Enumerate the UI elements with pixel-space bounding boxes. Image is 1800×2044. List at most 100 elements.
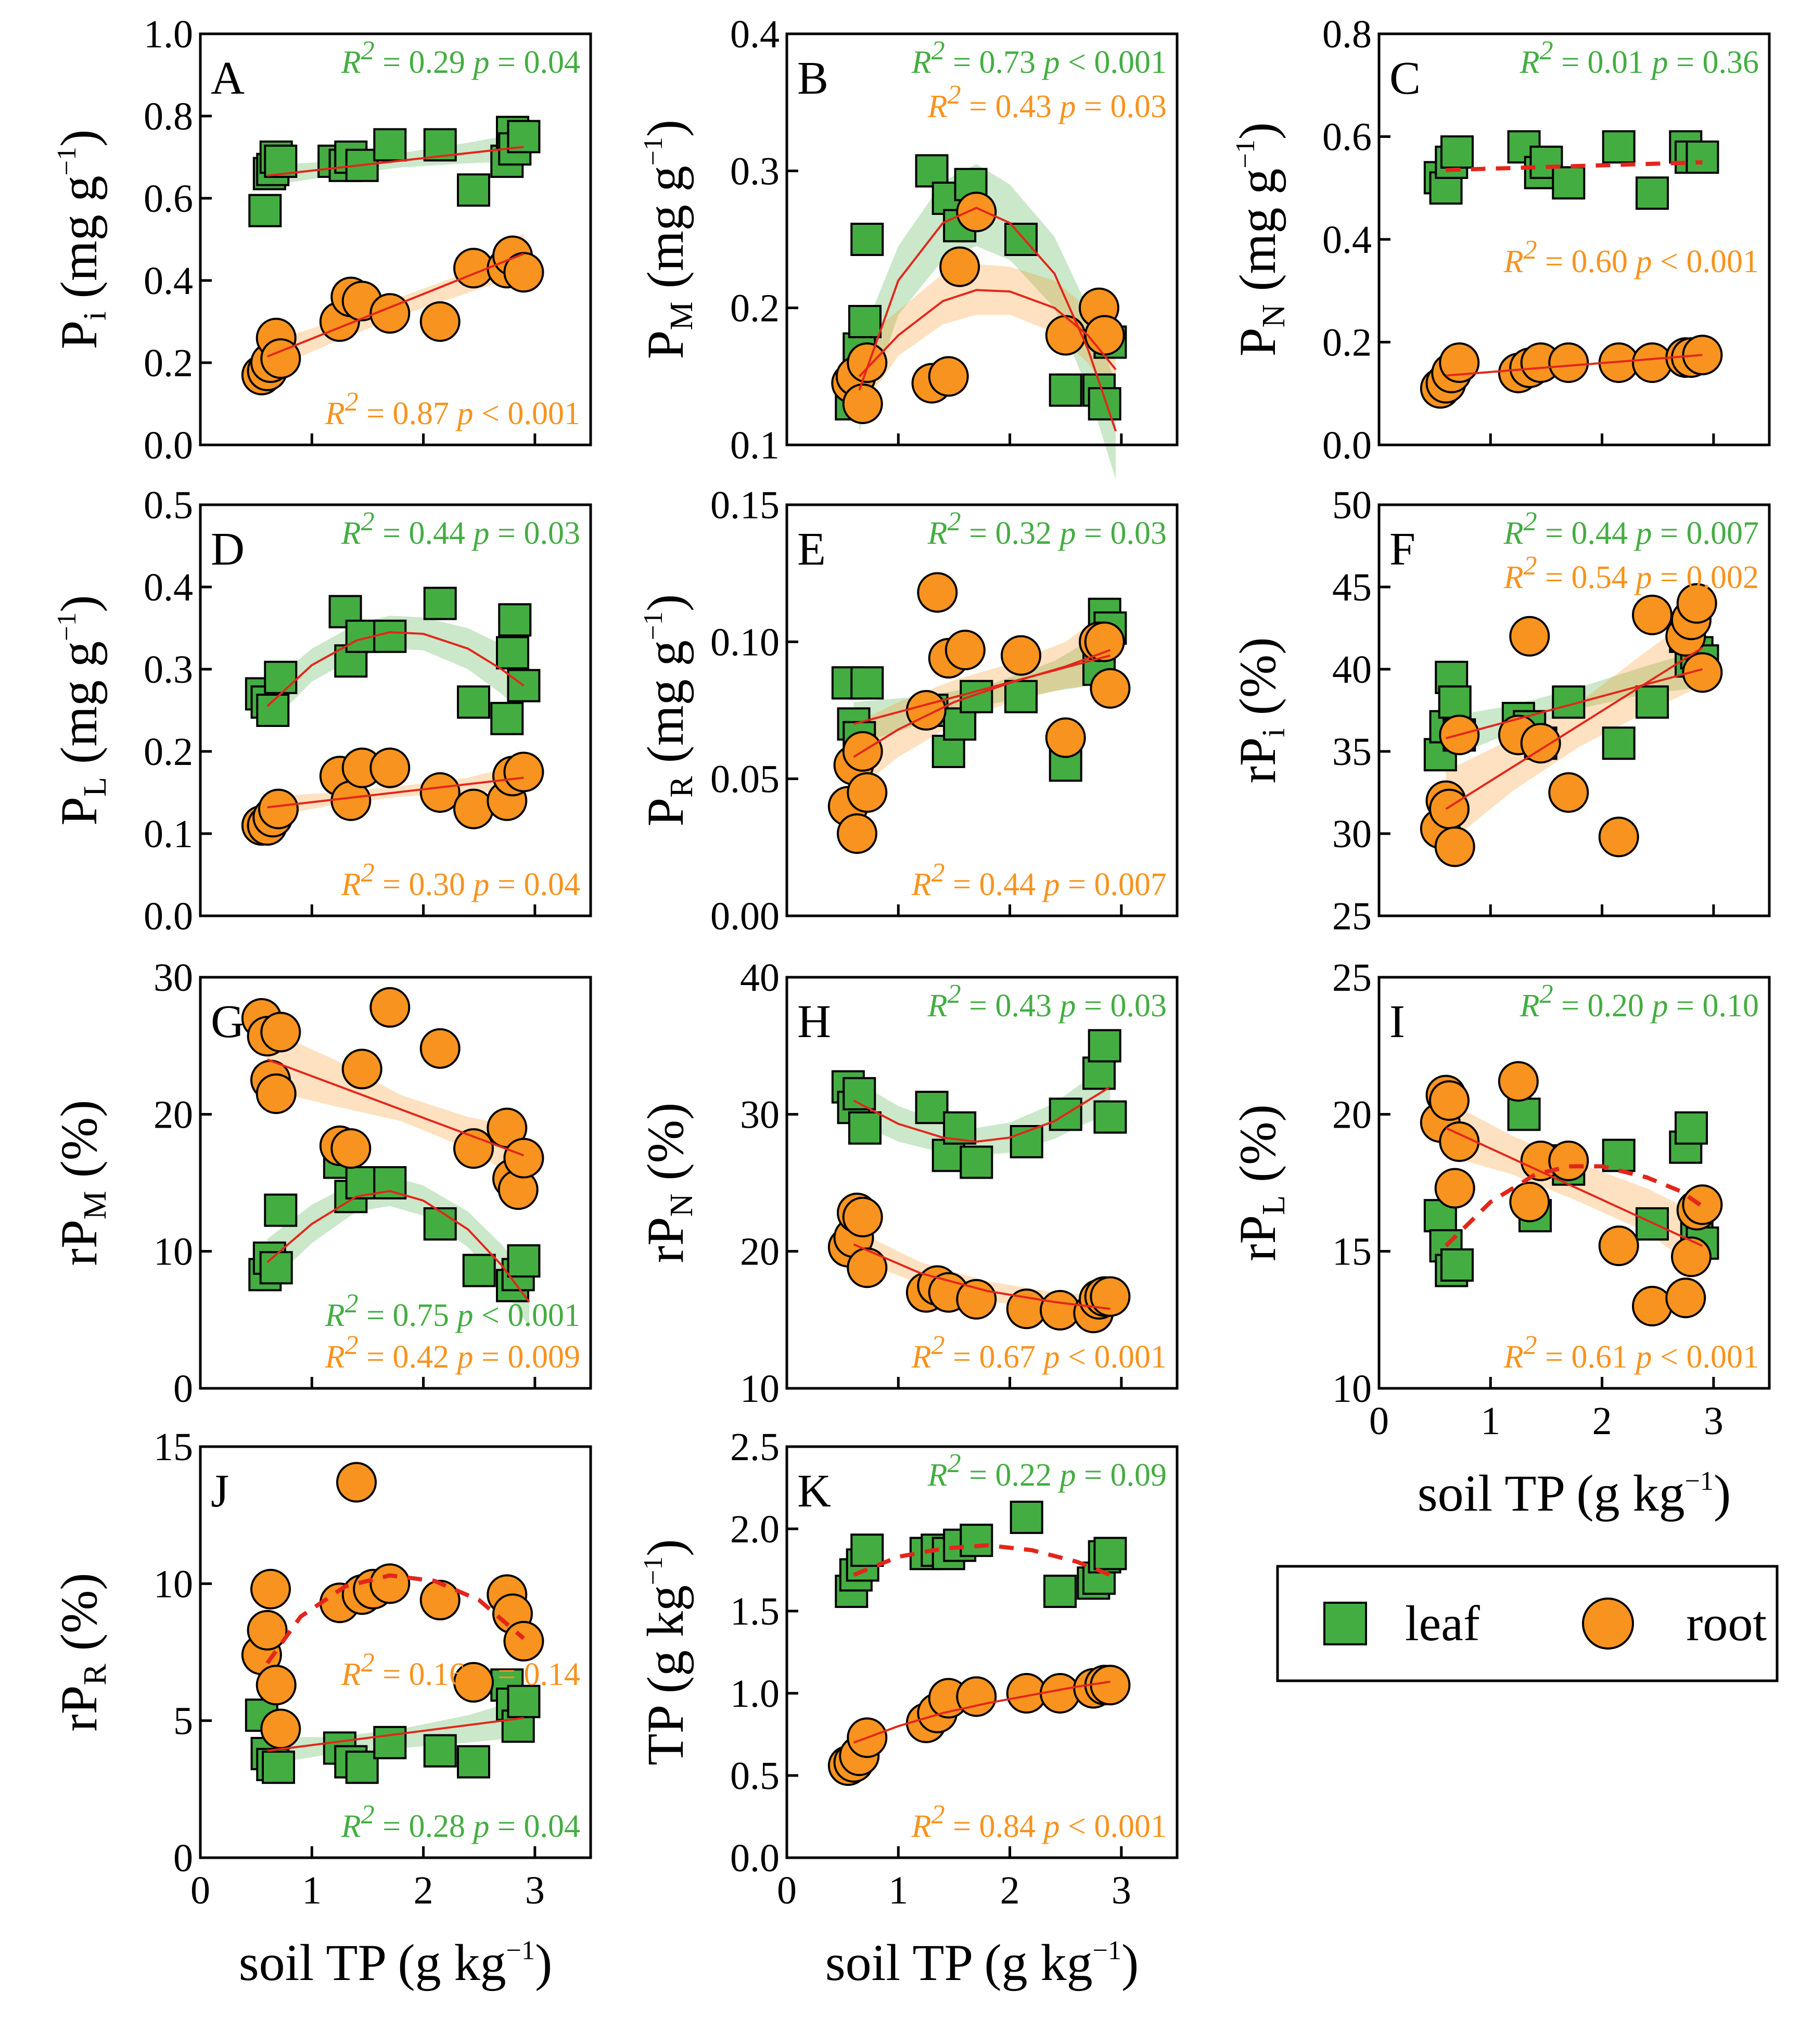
panel-letter: A — [211, 53, 245, 104]
y-tick-label: 30 — [154, 956, 193, 1000]
leaf-point — [457, 685, 490, 719]
root-point — [256, 1073, 297, 1114]
root-point — [1509, 1181, 1550, 1222]
root-point — [256, 1665, 297, 1706]
root-point — [917, 572, 958, 613]
r2-exponent: 2 — [1524, 1331, 1537, 1360]
root-point — [260, 1708, 301, 1749]
y-tick-label: 50 — [1332, 483, 1372, 527]
p-symbol: p — [471, 867, 490, 902]
root-point — [847, 1247, 888, 1288]
y-tick-label: 2.5 — [730, 1425, 780, 1469]
y-tick-label: 40 — [740, 956, 780, 1000]
y-axis-label-main: rP — [1229, 737, 1286, 784]
root-point — [1509, 616, 1550, 657]
r2-value: = 0.75 — [359, 1298, 457, 1333]
stat-annotation-leaf: R2 = 0.29 p = 0.04 — [341, 36, 580, 80]
r2-exponent: 2 — [345, 387, 359, 417]
y-axis-label-tail: ) — [636, 120, 694, 137]
confidence-band-leaf — [267, 616, 524, 727]
y-tick-label: 20 — [740, 1230, 780, 1274]
panel-letter: D — [211, 523, 245, 575]
fit-line-leaf — [267, 1717, 524, 1752]
p-symbol: p — [455, 396, 474, 431]
leaf-point — [1004, 680, 1038, 713]
fit-line-root — [1445, 1127, 1703, 1247]
y-axis-label-unit: (mg g — [636, 640, 694, 776]
stat-annotation-leaf: R2 = 0.75 p < 0.001 — [325, 1289, 580, 1333]
y-tick-label: 0.0 — [144, 895, 193, 938]
r2-value: = 0.20 — [1553, 988, 1652, 1024]
root-point — [419, 301, 461, 342]
leaf-point — [1088, 1029, 1121, 1063]
r2-symbol: R — [341, 867, 361, 902]
confidence-band-leaf — [267, 1176, 530, 1327]
y-tick-label: 0.15 — [710, 483, 780, 527]
y-axis-label: PN (mg g−1) — [1229, 122, 1292, 356]
leaf-point — [345, 1166, 379, 1199]
p-value: < 0.001 — [1652, 1339, 1759, 1375]
fit-line-root — [1446, 354, 1703, 377]
r2-value: = 0.84 — [945, 1809, 1044, 1844]
panel-letter: H — [797, 996, 831, 1047]
r2-exponent: 2 — [361, 507, 375, 536]
leaf-point — [264, 660, 298, 694]
root-point — [369, 987, 411, 1028]
p-value: = 0.10 — [1668, 988, 1759, 1024]
plot-frame — [785, 503, 1179, 917]
y-tick-label: 0.2 — [730, 287, 780, 330]
r2-exponent: 2 — [1540, 36, 1553, 66]
p-symbol: p — [1042, 867, 1060, 902]
root-point — [1090, 668, 1131, 709]
p-symbol: p — [455, 1339, 474, 1375]
r2-value: = 0.54 — [1537, 560, 1636, 595]
root-point — [419, 1028, 461, 1069]
leaf-point — [960, 680, 993, 713]
y-axis-label-unit: (mg g — [636, 165, 694, 301]
y-tick-label: 0.8 — [144, 95, 193, 138]
r2-symbol: R — [911, 1809, 931, 1844]
p-value: < 0.001 — [1060, 1339, 1167, 1375]
root-point — [1548, 1140, 1589, 1181]
root-point — [453, 1128, 494, 1169]
root-point — [453, 1662, 494, 1703]
y-tick-label: 0.2 — [144, 341, 193, 385]
panel-letter: I — [1389, 996, 1405, 1047]
x-tick-label: 0 — [777, 1869, 797, 1912]
r2-exponent: 2 — [361, 1648, 375, 1678]
root-point — [1682, 1184, 1723, 1225]
r2-symbol: R — [927, 89, 948, 124]
p-symbol: p — [1634, 516, 1652, 551]
leaf-point — [345, 1751, 379, 1784]
root-point — [1045, 315, 1086, 356]
r2-exponent: 2 — [1540, 979, 1553, 1009]
fit-line-leaf — [267, 146, 524, 177]
r2-exponent: 2 — [931, 36, 945, 66]
root-point — [419, 1579, 461, 1620]
y-tick-label: 1.0 — [144, 12, 193, 56]
p-symbol: p — [471, 516, 490, 551]
leaf-point — [256, 694, 290, 727]
fit-line-root — [853, 1243, 1110, 1310]
fit-line-root — [266, 1058, 525, 1157]
y-tick-label: 0 — [173, 1836, 193, 1880]
r2-symbol: R — [1503, 560, 1524, 595]
p-value: = 0.09 — [1076, 1458, 1167, 1493]
y-tick-label: 1.5 — [730, 1590, 780, 1633]
y-tick-label: 0.2 — [1322, 321, 1372, 365]
leaf-point — [423, 586, 457, 620]
root-point — [503, 1620, 544, 1662]
root-point — [956, 1279, 997, 1320]
plot-frame — [1377, 976, 1771, 1390]
root-point — [369, 1563, 411, 1604]
x-axis-label: soil TP (g kg−1) — [1418, 1464, 1731, 1522]
r2-value: = 0.29 — [375, 45, 474, 80]
r2-exponent: 2 — [345, 1289, 359, 1319]
leaf-point — [507, 1244, 541, 1278]
leaf-point — [848, 305, 882, 338]
leaf-point — [373, 128, 407, 162]
y-tick-label: 1.0 — [730, 1672, 780, 1716]
y-axis-label-sup: −1 — [639, 137, 668, 165]
root-point — [847, 342, 888, 383]
leaf-point — [850, 1534, 884, 1567]
